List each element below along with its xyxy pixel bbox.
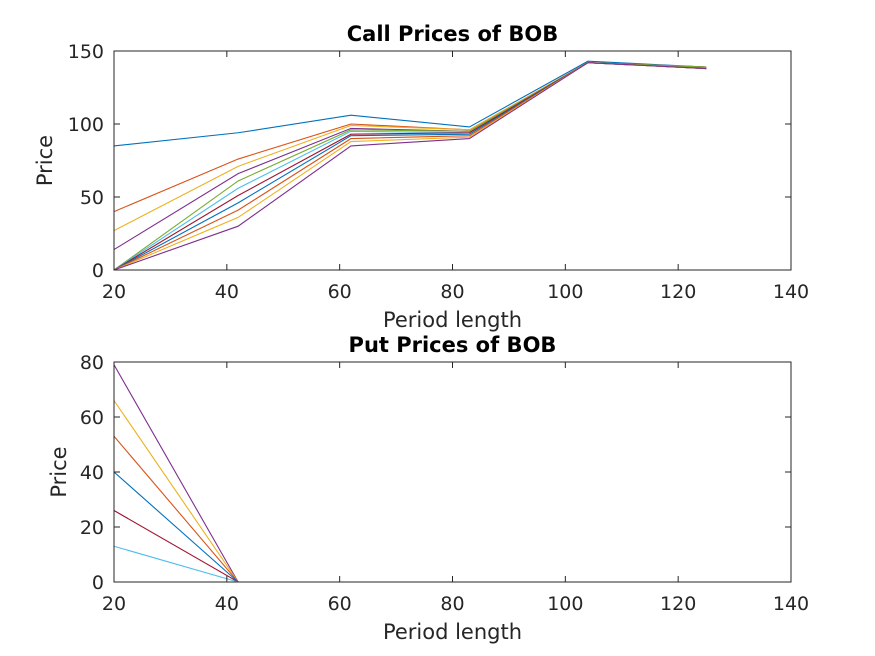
put-chart-title: Put Prices of BOB	[349, 333, 557, 357]
put-x-tick-label: 40	[215, 593, 239, 615]
put-y-tick-label: 60	[80, 407, 104, 429]
call-x-tick-label: 20	[102, 281, 126, 303]
put-x-tick-label: 20	[102, 593, 126, 615]
call-series-line-3	[113, 62, 707, 232]
call-chart: 20 40 60 80 100 120 140 0 50 100 150 Call Prices of…	[33, 22, 809, 332]
call-y-tick-label: 150	[68, 41, 104, 63]
put-x-tick-label: 60	[328, 593, 352, 615]
call-x-tick-label: 80	[440, 281, 464, 303]
put-series-line-1	[113, 364, 707, 583]
put-y-axis-label: Price	[47, 446, 71, 497]
call-series-line-11	[113, 62, 707, 271]
call-y-tick-label: 0	[92, 260, 104, 282]
call-series-line-1	[113, 60, 707, 147]
put-x-tick-label: 80	[440, 593, 464, 615]
put-series-line-2	[113, 400, 707, 583]
put-series-line-6	[113, 545, 707, 583]
call-x-tick-label: 100	[547, 281, 583, 303]
put-series-line-3	[113, 435, 707, 583]
call-x-axis-label: Period length	[383, 308, 522, 332]
put-series-line-4	[113, 471, 707, 583]
call-axes-box	[113, 50, 792, 271]
call-x-tick-label: 60	[328, 281, 352, 303]
call-y-axis-label: Price	[33, 135, 57, 186]
call-chart-title: Call Prices of BOB	[347, 22, 558, 46]
put-y-tick-label: 20	[80, 517, 104, 539]
call-y-tick-label: 100	[68, 114, 104, 136]
call-x-tick-label: 40	[215, 281, 239, 303]
put-x-axis-label: Period length	[383, 620, 522, 644]
call-y-tick-label: 50	[80, 187, 104, 209]
put-x-tick-label: 100	[547, 593, 583, 615]
put-x-tick-label: 140	[773, 593, 809, 615]
put-x-tick-label: 120	[660, 593, 696, 615]
put-y-tick-label: 0	[92, 572, 104, 594]
call-x-tick-label: 120	[660, 281, 696, 303]
put-y-tick-label: 80	[80, 352, 104, 374]
call-x-tick-label: 140	[773, 281, 809, 303]
put-y-tick-label: 40	[80, 462, 104, 484]
